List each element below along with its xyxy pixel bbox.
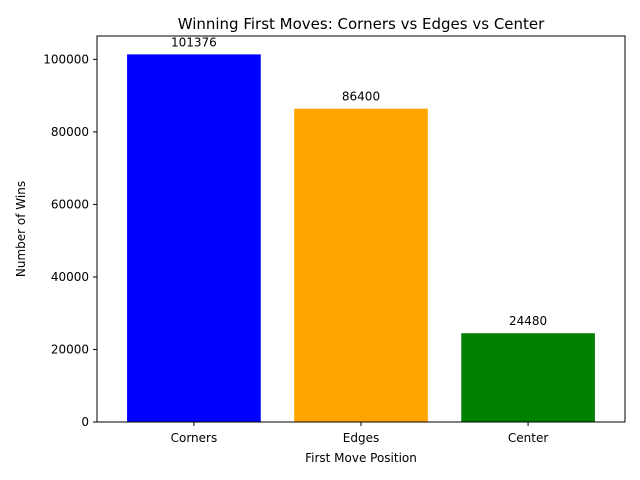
chart-title: Winning First Moves: Corners vs Edges vs… [178,15,545,33]
x-axis: Corners Edges Center [171,422,548,445]
y-tick-label-0: 0 [81,415,89,429]
data-label-corners: 101376 [171,35,217,49]
y-tick-label-60000: 60000 [51,197,89,211]
y-tick-label-100000: 100000 [43,52,89,66]
data-labels-group: 101376 86400 24480 [171,35,547,328]
bar-center [461,333,595,422]
y-tick-label-80000: 80000 [51,125,89,139]
y-tick-label-20000: 20000 [51,342,89,356]
plot-frame [96,35,626,423]
data-label-edges: 86400 [342,90,380,104]
bar-corners [127,54,261,422]
x-tick-label-corners: Corners [171,431,218,445]
y-axis: 0 20000 40000 60000 80000 100000 [43,52,97,429]
bar-edges [294,108,428,423]
y-axis-label: Number of Wins [14,181,28,277]
y-tick-label-40000: 40000 [51,270,89,284]
x-tick-label-edges: Edges [343,431,379,445]
bars-group [127,54,595,423]
x-tick-label-center: Center [508,431,548,445]
x-axis-label: First Move Position [305,451,417,465]
data-label-center: 24480 [509,314,547,328]
